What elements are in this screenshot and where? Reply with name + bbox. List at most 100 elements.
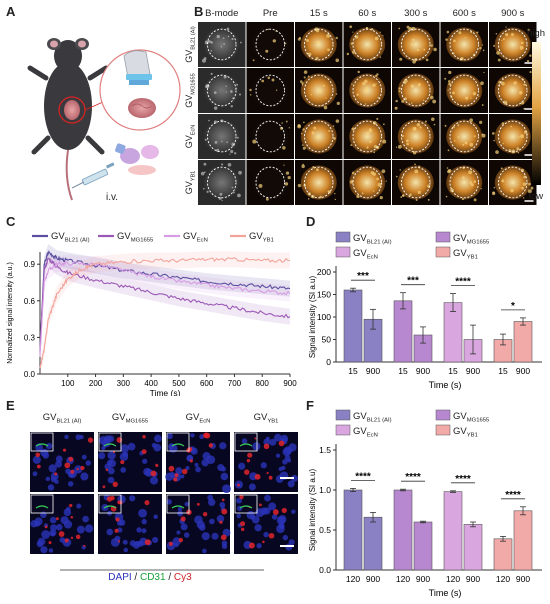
speckle (433, 123, 436, 126)
cy3-signal (36, 464, 41, 469)
speckle (283, 164, 285, 166)
speckle (447, 89, 449, 91)
speckle (305, 39, 310, 43)
x-tick-label: 700 (228, 379, 242, 388)
bar (463, 524, 483, 571)
speckle (527, 133, 529, 135)
speckle (349, 180, 354, 184)
speckle (202, 187, 205, 190)
cy3-signal (208, 443, 214, 448)
ultrasound-image (489, 114, 537, 159)
cy3-signal (118, 500, 123, 505)
image-background (30, 432, 94, 492)
excised-tumor (128, 98, 156, 118)
speckle (362, 81, 366, 86)
speckle (318, 89, 322, 94)
cy3-signal (246, 458, 251, 463)
y-axis-label: Signal intensity (SI a.u) (308, 276, 317, 359)
speckle (401, 100, 405, 103)
speckle (230, 104, 234, 108)
legend-swatch (335, 424, 351, 436)
speckle (363, 89, 368, 93)
x-tick-label: 600 (200, 379, 214, 388)
speckle (415, 198, 418, 201)
tumor-outline (304, 28, 334, 61)
gas-vesicle-icon (115, 143, 159, 175)
speckle (480, 188, 482, 190)
speckle (510, 87, 513, 90)
speckle (400, 196, 403, 198)
speckle (409, 193, 412, 197)
column-header: GVEcN (186, 412, 211, 425)
ultrasound-image (198, 22, 246, 67)
speckle (520, 101, 525, 105)
dapi-nucleus (198, 524, 206, 531)
x-axis-label: Time (s) (429, 380, 462, 390)
y-tick-label: 1.5 (319, 445, 331, 455)
cy3-signal (268, 475, 273, 480)
speckle (303, 184, 307, 187)
speckle (502, 37, 505, 41)
x-tick-label: 300 (117, 379, 131, 388)
speckle (221, 199, 223, 202)
cy3-signal (64, 462, 71, 469)
speckle (216, 34, 220, 39)
speckle (349, 25, 353, 29)
speckle (417, 190, 421, 194)
speckle (377, 96, 380, 99)
bar (513, 321, 533, 363)
cy3-signal (258, 503, 262, 507)
x-tick-label: 15 (498, 366, 508, 376)
significance-marker: *** (407, 276, 419, 287)
signal-region (494, 119, 531, 154)
cy3-signal (155, 463, 159, 467)
dapi-nucleus (220, 472, 229, 481)
dapi-nucleus (278, 466, 283, 472)
dapi-nucleus (138, 508, 148, 518)
speckle (519, 45, 524, 50)
series-line (39, 250, 291, 351)
speckle (457, 124, 460, 127)
speckle (447, 80, 451, 83)
dapi-nucleus (47, 484, 55, 491)
speckle (493, 44, 496, 47)
cy3-signal (254, 437, 257, 440)
cy3-signal (221, 508, 228, 515)
speckle (210, 41, 213, 44)
speckle (369, 140, 372, 143)
ultrasound-image (392, 68, 440, 113)
tumor-outline (207, 74, 237, 107)
significance-marker: **** (405, 472, 421, 483)
speckle (452, 125, 455, 129)
cy3-signal (58, 531, 65, 537)
speckle (231, 37, 234, 41)
y-axis-label: Signal intensity (SI a.u) (308, 469, 317, 552)
dapi-nucleus (220, 466, 226, 472)
speckle (448, 70, 452, 75)
speckle (445, 195, 448, 198)
speckle (493, 139, 495, 142)
panel-label-a: A (6, 4, 16, 19)
panel-label-f: F (306, 398, 314, 413)
speckle (479, 120, 483, 124)
speckle (221, 163, 224, 166)
speckle (313, 126, 317, 130)
speckle (381, 169, 386, 174)
ultrasound-image (295, 68, 343, 113)
speckle (225, 91, 227, 93)
speckle (431, 117, 435, 122)
fluorescence-image (98, 494, 162, 554)
speckle (326, 33, 331, 38)
speckle (328, 129, 331, 132)
speckle (356, 93, 359, 96)
x-tick-label: 900 (416, 366, 430, 376)
speckle (311, 131, 315, 135)
speckle (350, 42, 353, 45)
y-axis-label: Normalized signal intensity (a.u.) (7, 262, 14, 364)
speckle (406, 139, 409, 143)
dapi-nucleus (48, 548, 54, 553)
speckle (358, 170, 360, 173)
speckle (373, 151, 376, 154)
dapi-nucleus (129, 495, 136, 502)
speckle (208, 40, 211, 43)
